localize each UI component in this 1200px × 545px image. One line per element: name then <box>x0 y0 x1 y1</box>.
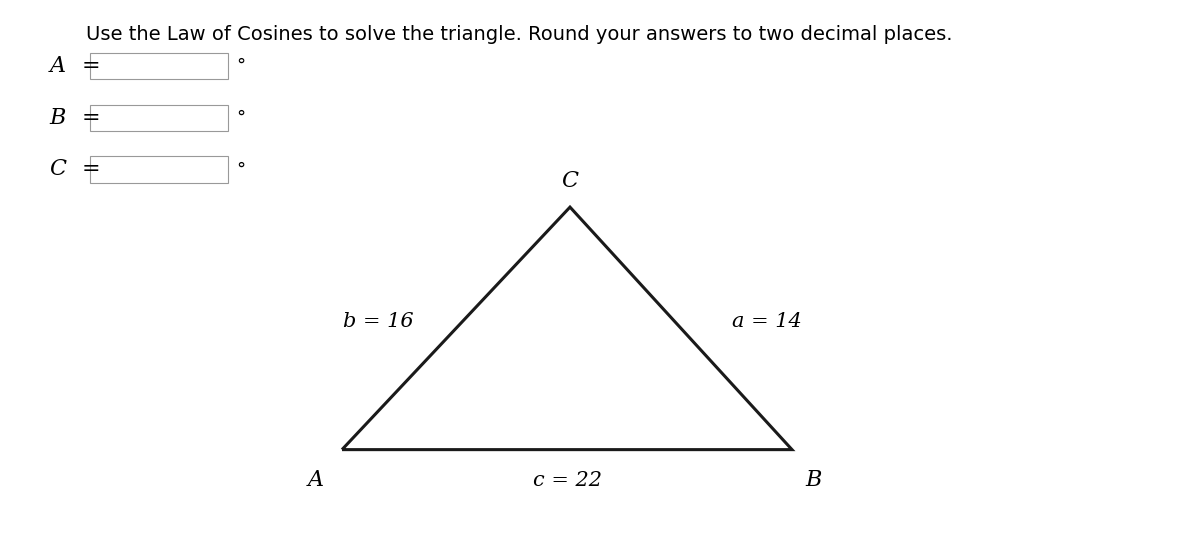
Text: °: ° <box>236 160 246 179</box>
Text: =: = <box>82 160 101 179</box>
Text: °: ° <box>236 57 246 75</box>
Text: =: = <box>82 56 101 76</box>
Text: =: = <box>82 108 101 128</box>
Text: a = 14: a = 14 <box>732 312 802 331</box>
Text: B: B <box>805 469 822 490</box>
Text: C: C <box>49 159 66 180</box>
Text: B: B <box>49 107 66 129</box>
FancyBboxPatch shape <box>90 53 228 79</box>
Text: c = 22: c = 22 <box>533 471 602 490</box>
Text: °: ° <box>236 108 246 127</box>
FancyBboxPatch shape <box>90 105 228 131</box>
FancyBboxPatch shape <box>90 156 228 183</box>
Text: Use the Law of Cosines to solve the triangle. Round your answers to two decimal : Use the Law of Cosines to solve the tria… <box>86 25 953 44</box>
Text: b = 16: b = 16 <box>343 312 414 331</box>
Text: C: C <box>562 170 578 192</box>
Text: A: A <box>307 469 324 490</box>
Text: A: A <box>50 55 66 77</box>
